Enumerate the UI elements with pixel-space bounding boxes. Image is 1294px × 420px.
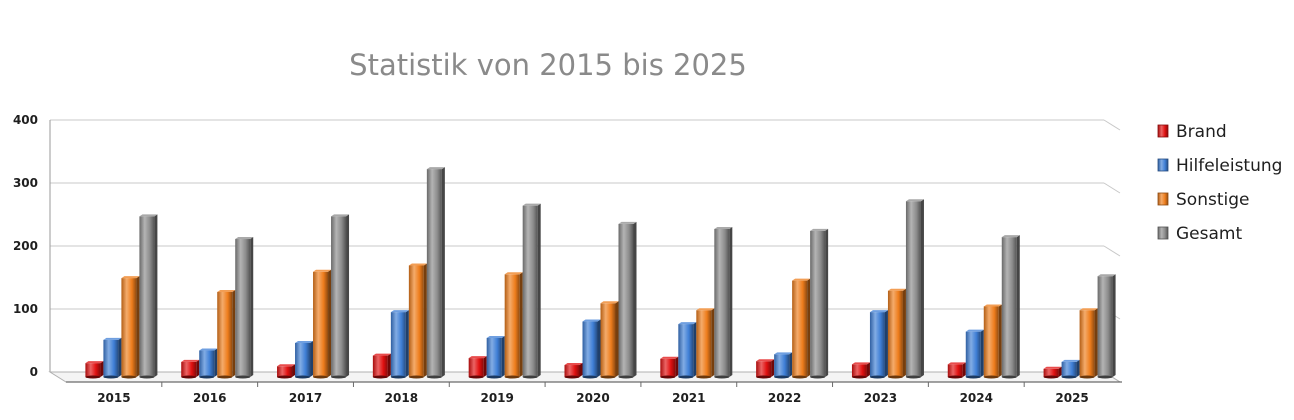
bar-brand-2015 <box>85 361 104 379</box>
bar-hilfeleistung-2015 <box>103 337 122 379</box>
legend-label: Sonstige <box>1176 190 1249 210</box>
x-tick-label: 2017 <box>289 391 322 405</box>
bar-gesamt-2024 <box>1001 235 1020 379</box>
chart-title: Statistik von 2015 bis 2025 <box>349 48 747 82</box>
bar-brand-2022 <box>756 359 775 379</box>
bar-brand-2017 <box>277 364 296 379</box>
bar-brand-2021 <box>660 356 679 379</box>
x-tick-label: 2025 <box>1055 391 1088 405</box>
bar-gesamt-2017 <box>331 214 350 379</box>
bar-sonstige-2018 <box>408 263 427 379</box>
x-tick-label: 2020 <box>576 391 609 405</box>
legend-swatch <box>1157 158 1169 172</box>
bar-brand-2020 <box>564 363 583 379</box>
x-tick-label: 2019 <box>480 391 513 405</box>
bar-sonstige-2019 <box>504 272 523 379</box>
bar-hilfeleistung-2016 <box>199 348 218 379</box>
x-tick-label: 2021 <box>672 391 705 405</box>
bar-hilfeleistung-2021 <box>678 322 697 379</box>
bar-brand-2016 <box>181 359 200 379</box>
legend-item-brand: Brand <box>1157 122 1227 142</box>
x-tick-label: 2018 <box>385 391 418 405</box>
bar-gesamt-2020 <box>618 221 637 379</box>
legend: Brand Hilfeleistung Sonstige Gesamt <box>1157 122 1282 244</box>
legend-swatch <box>1157 226 1169 240</box>
bar-gesamt-2025 <box>1097 274 1116 379</box>
x-tick-label: 2023 <box>864 391 897 405</box>
bar-hilfeleistung-2025 <box>1061 359 1080 379</box>
legend-label: Gesamt <box>1176 224 1242 244</box>
grid-line-depth <box>1103 119 1121 131</box>
bar-sonstige-2021 <box>696 308 715 379</box>
bar-hilfeleistung-2023 <box>869 310 888 379</box>
bar-gesamt-2021 <box>714 226 733 379</box>
bar-hilfeleistung-2019 <box>486 335 505 379</box>
legend-swatch <box>1157 192 1169 206</box>
y-tick-label: 300 <box>13 176 38 190</box>
bar-hilfeleistung-2018 <box>390 310 409 379</box>
bar-hilfeleistung-2017 <box>295 340 314 379</box>
y-tick-label: 400 <box>13 113 38 127</box>
bar-gesamt-2015 <box>139 214 158 379</box>
bar-hilfeleistung-2020 <box>582 319 601 379</box>
bar-brand-2019 <box>468 356 487 379</box>
bar-brand-2018 <box>372 353 391 379</box>
legend-item-sonstige: Sonstige <box>1157 190 1249 210</box>
x-axis-ticks: 2015 2016 2017 2018 2019 2020 2021 2022 2023 2024… <box>97 382 1089 405</box>
bar-hilfeleistung-2022 <box>774 352 793 379</box>
grid-line-depth <box>1103 245 1121 257</box>
bar-gesamt-2019 <box>522 203 541 379</box>
x-tick-label: 2024 <box>960 391 993 405</box>
bar-gesamt-2022 <box>810 228 829 379</box>
bar-sonstige-2023 <box>887 288 906 379</box>
bar-sonstige-2025 <box>1079 308 1098 379</box>
bar-sonstige-2017 <box>313 269 332 379</box>
bar-sonstige-2022 <box>792 278 811 379</box>
grid-line-depth <box>1103 182 1121 194</box>
y-axis-ticks: 0 100 200 300 400 <box>13 113 38 379</box>
legend-swatch <box>1157 124 1169 138</box>
x-tick-label: 2022 <box>768 391 801 405</box>
bar-brand-2024 <box>947 362 966 379</box>
bar-gesamt-2023 <box>905 199 924 379</box>
legend-label: Hilfeleistung <box>1176 156 1282 176</box>
bar-hilfeleistung-2024 <box>965 329 984 379</box>
bar-gesamt-2018 <box>426 167 445 379</box>
bar-sonstige-2020 <box>600 301 619 379</box>
y-tick-label: 100 <box>13 302 38 316</box>
legend-item-gesamt: Gesamt <box>1157 224 1242 244</box>
bars <box>85 167 1116 379</box>
legend-label: Brand <box>1176 122 1227 142</box>
x-tick-label: 2016 <box>193 391 226 405</box>
y-tick-label: 200 <box>13 239 38 253</box>
bar-sonstige-2024 <box>983 304 1002 379</box>
bar-sonstige-2015 <box>121 276 140 379</box>
x-tick-label: 2015 <box>97 391 130 405</box>
bar-brand-2025 <box>1043 366 1062 379</box>
bar-brand-2023 <box>851 362 870 379</box>
bar-sonstige-2016 <box>217 289 236 379</box>
y-tick-label: 0 <box>30 365 38 379</box>
bar-gesamt-2016 <box>235 237 254 379</box>
legend-item-hilfeleistung: Hilfeleistung <box>1157 156 1282 176</box>
